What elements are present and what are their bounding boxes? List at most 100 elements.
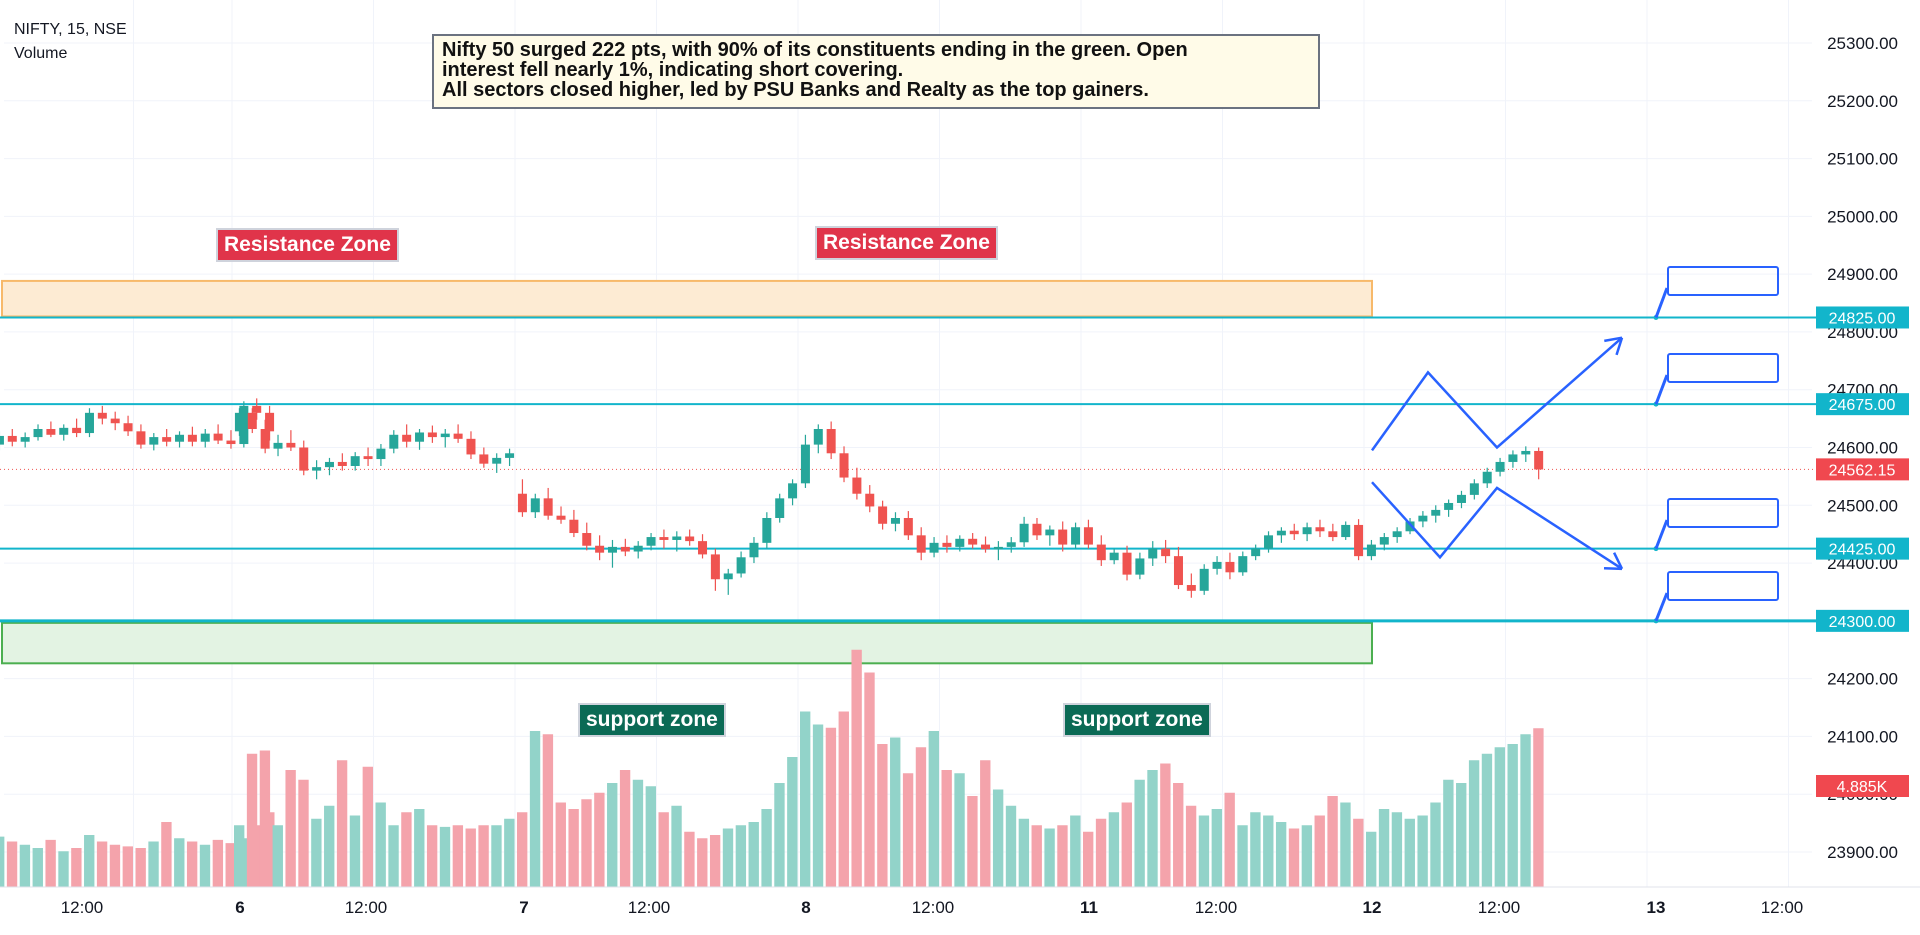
- level-lines: [0, 287, 1818, 624]
- volume-bar: [148, 841, 159, 887]
- volume-bar: [1533, 728, 1544, 887]
- volume-bar: [1443, 779, 1454, 887]
- candle-body: [1212, 561, 1222, 569]
- candle-body: [800, 444, 810, 484]
- candle-body: [633, 545, 643, 552]
- volume-bar: [285, 770, 296, 887]
- candle-body: [698, 541, 708, 555]
- candle-body: [376, 448, 386, 460]
- candle-body: [226, 440, 236, 445]
- resistance-zone-label[interactable]: Resistance Zone: [216, 228, 399, 262]
- volume-bar: [199, 844, 211, 887]
- candle-body: [1238, 556, 1248, 573]
- volume-bar: [838, 711, 849, 887]
- volume-bar: [1095, 818, 1107, 887]
- volume-bar: [1263, 815, 1274, 887]
- volume-bar: [0, 836, 5, 887]
- projection-path: [1371, 481, 1623, 570]
- candle-body: [1469, 483, 1479, 495]
- candle-body: [213, 433, 223, 441]
- annotation-line: Nifty 50 surged 222 pts, with 90% of its…: [442, 39, 1188, 61]
- candle-body: [672, 536, 682, 540]
- volume-bar: [735, 825, 747, 887]
- volume-bar: [1275, 822, 1287, 887]
- y-axis: 25300.00 25200.00 25100.00 25000.00 24900.00…: [1816, 34, 1909, 862]
- symbol-line: NIFTY, 15, NSE: [14, 21, 127, 38]
- candle-body: [187, 434, 197, 442]
- candle-body: [337, 461, 347, 466]
- candle-body: [620, 546, 630, 552]
- candle-body: [247, 412, 257, 430]
- candle-body: [865, 493, 875, 507]
- volume-bar: [709, 835, 721, 887]
- candle-body: [903, 517, 913, 536]
- volume-bar: [928, 731, 939, 887]
- volume-bar: [186, 841, 198, 887]
- level-price-tag-text: 24825.00: [1829, 310, 1896, 327]
- volume-bar: [954, 773, 965, 887]
- last-price-tag-text: 24562.15: [1829, 462, 1896, 479]
- candle-body: [878, 506, 888, 524]
- y-tick-label: 24600.00: [1827, 439, 1898, 458]
- volume-bar: [504, 818, 515, 887]
- volume-bar: [1160, 763, 1171, 887]
- badge-pointer: [1654, 287, 1669, 319]
- volume-bar: [1121, 802, 1132, 887]
- annotation-note[interactable]: Nifty 50 surged 222 pts, with 90% of its…: [432, 34, 1320, 109]
- volume-bar: [890, 737, 901, 887]
- volume-bar: [915, 747, 927, 887]
- candle-body: [517, 493, 527, 513]
- candle-body: [136, 431, 146, 445]
- candle-body: [723, 573, 733, 580]
- y-tick-label: 23900.00: [1827, 843, 1898, 862]
- x-tick-label: 6: [235, 898, 244, 917]
- volume-bar: [58, 851, 69, 887]
- y-tick-label: 25200.00: [1827, 92, 1898, 111]
- volume-bar: [1198, 815, 1210, 887]
- volume-bar: [272, 825, 283, 887]
- projection-paths: [1370, 336, 1624, 571]
- level-price-tag-text: 24300.00: [1829, 614, 1896, 631]
- volume-bar: [1083, 831, 1094, 887]
- candle-body: [175, 434, 185, 442]
- volume-bar: [748, 822, 759, 887]
- candle-body: [440, 433, 450, 438]
- volume-bar: [1147, 770, 1158, 887]
- support-zone-label[interactable]: support zone: [578, 703, 726, 737]
- candle-body: [1071, 527, 1081, 545]
- candle-body: [1186, 585, 1196, 591]
- candle-body: [110, 418, 120, 424]
- volume-bar: [825, 727, 837, 887]
- volume-bar: [349, 815, 361, 887]
- volume-bar: [1224, 792, 1235, 887]
- x-tick-label: 12:00: [345, 898, 388, 917]
- level-price-tag-text: 24675.00: [1829, 397, 1896, 414]
- volume-bar: [1340, 802, 1351, 887]
- candle-body: [1405, 521, 1415, 532]
- level-badge[interactable]: 24425.00: [1667, 498, 1779, 528]
- volume-bar: [1417, 815, 1428, 887]
- support-zone-label[interactable]: support zone: [1063, 703, 1211, 737]
- candle-body: [1225, 561, 1235, 573]
- level-badge[interactable]: 24300.00: [1667, 571, 1779, 601]
- x-tick-label: 12:00: [1478, 898, 1521, 917]
- last-price-tag: [1816, 458, 1909, 481]
- x-tick-label: 12:00: [912, 898, 955, 917]
- resistance-zone-label[interactable]: Resistance Zone: [815, 226, 998, 260]
- candle-body: [1456, 494, 1466, 503]
- level-badge[interactable]: 24825.00: [1667, 266, 1779, 296]
- candle-body: [1444, 502, 1454, 510]
- volume-bar: [1288, 828, 1300, 887]
- volume-bar: [1250, 812, 1261, 887]
- candle-body: [286, 442, 296, 448]
- candle-body: [72, 427, 82, 434]
- volume-bar: [84, 835, 95, 887]
- level-badge[interactable]: 24675.00: [1667, 353, 1779, 383]
- candle-body: [1122, 552, 1132, 575]
- volume-bar: [774, 783, 785, 887]
- volume-bar: [401, 812, 412, 887]
- volume-bar: [1366, 831, 1377, 887]
- badge-pointer: [1654, 519, 1669, 550]
